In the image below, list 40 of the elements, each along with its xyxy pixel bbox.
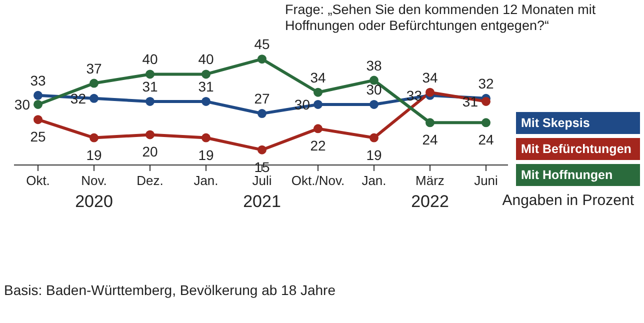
x-tick-label: Dez. <box>136 173 164 188</box>
data-label: 30 <box>366 81 382 98</box>
data-label: 38 <box>366 57 382 74</box>
data-label: 27 <box>254 90 270 107</box>
x-tick-label: Jan. <box>194 173 218 188</box>
data-label: 19 <box>198 146 214 163</box>
x-tick-label: Juni <box>474 173 498 188</box>
data-label: 24 <box>478 132 494 148</box>
data-label: 34 <box>422 69 438 86</box>
x-tick-label: Juli <box>252 173 272 188</box>
data-label: 31 <box>142 78 158 94</box>
data-label: 31 <box>198 78 214 94</box>
x-tick-label: Nov. <box>81 173 107 188</box>
x-tick-label: Jan. <box>362 173 386 188</box>
text: 2022 <box>411 192 449 211</box>
x-tick-label: Okt./Nov. <box>291 173 345 188</box>
text: Mit Hoffnungen <box>516 164 640 186</box>
data-label: 40 <box>142 51 158 68</box>
data-label: 34 <box>310 69 326 86</box>
data-label: 20 <box>142 144 158 160</box>
text: Basis: Baden-Württemberg, Bevölkerung ab 18 Jahre <box>4 282 336 298</box>
text: 2021 <box>243 192 281 211</box>
text: Angaben in Prozent <box>502 192 634 209</box>
text: Mit Skepsis <box>516 112 640 134</box>
chart-title: Frage: „Sehen Sie den kommenden 12 Monaten mit Hoffnungen oder Befürchtungen entgegen?“ <box>285 2 597 34</box>
data-label: 19 <box>366 146 382 163</box>
data-label: 19 <box>86 146 102 163</box>
data-label: 45 <box>254 36 270 52</box>
data-label: 30 <box>14 96 30 112</box>
x-tick-label: Okt. <box>26 173 50 188</box>
x-tick-label: März <box>416 173 444 188</box>
data-label: 25 <box>30 128 46 145</box>
text: 2020 <box>75 192 113 211</box>
data-label: 24 <box>422 132 438 148</box>
data-label: 22 <box>310 138 326 154</box>
data-label: 37 <box>86 60 102 76</box>
text: Mit Befürchtungen <box>516 138 640 160</box>
data-label: 40 <box>198 51 214 68</box>
data-label: 33 <box>30 72 46 88</box>
data-label: 32 <box>478 75 494 92</box>
